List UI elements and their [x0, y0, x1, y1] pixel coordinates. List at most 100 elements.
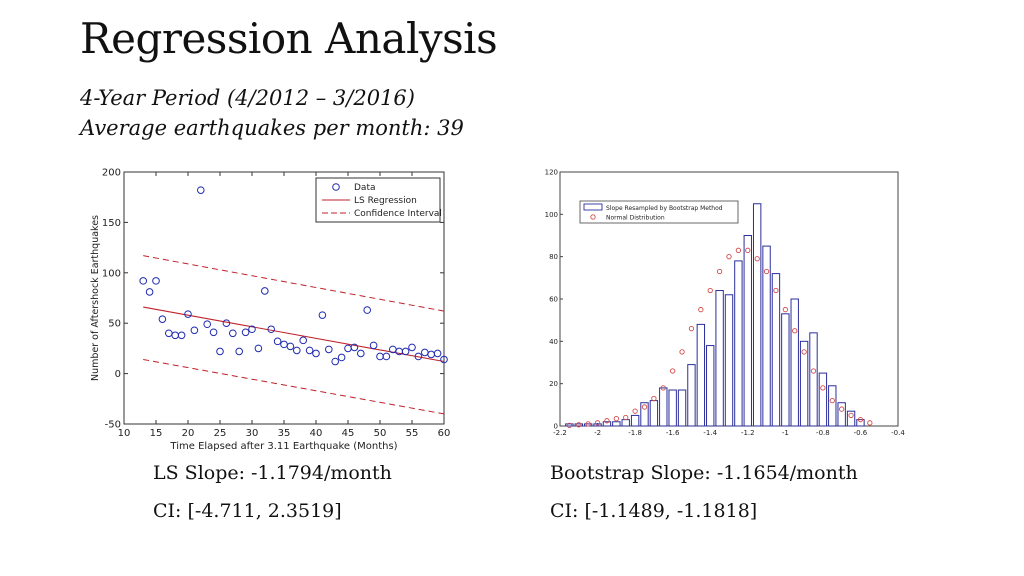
- normal-point: [707, 287, 713, 294]
- data-point: [414, 352, 423, 361]
- histogram-bar: [574, 423, 583, 427]
- data-point: [241, 328, 250, 337]
- x-tick-label: -1.8: [628, 429, 642, 437]
- x-tick-label: 25: [214, 428, 227, 439]
- y-tick-label: -50: [105, 420, 121, 431]
- data-point: [267, 325, 275, 334]
- normal-point: [867, 420, 873, 426]
- y-tick-label: 50: [108, 319, 121, 330]
- normal-point: [735, 247, 742, 253]
- data-point: [248, 325, 256, 334]
- normal-point: [773, 287, 779, 294]
- data-point: [312, 349, 320, 358]
- histogram-bar: [762, 245, 771, 427]
- ci-upper-line: [143, 255, 445, 312]
- x-tick-label: 15: [150, 428, 163, 439]
- page-title: Regression Analysis: [80, 14, 498, 63]
- histogram-bar: [649, 400, 659, 427]
- normal-point: [623, 414, 629, 421]
- normal-point: [726, 254, 732, 260]
- data-point: [382, 352, 391, 361]
- bootstrap-histogram-chart: -2.2 -2 -1.8 -1.6 -1.4 -1.2 -1 -0.8 -0.6 -0.4 0 20 4…: [545, 169, 906, 438]
- histogram-bar: [734, 260, 743, 427]
- normal-point: [679, 349, 685, 355]
- histogram-bar: [724, 294, 734, 427]
- normal-point: [613, 415, 619, 422]
- data-point: [363, 306, 372, 314]
- x-tick-label: 55: [406, 428, 419, 439]
- y-tick-label: 20: [549, 380, 558, 388]
- normal-point: [857, 416, 864, 423]
- histogram-bar: [856, 419, 865, 427]
- normal-point: [716, 268, 723, 275]
- data-point: [203, 320, 211, 329]
- histogram-bar: [612, 421, 621, 427]
- histogram-bar: [799, 340, 809, 427]
- data-point: [209, 328, 218, 337]
- y-tick-label: 100: [102, 268, 121, 279]
- y-tick-label: 60: [549, 296, 558, 304]
- data-point: [254, 344, 263, 353]
- legend-data-marker: [332, 183, 340, 191]
- data-point: [440, 355, 448, 364]
- data-point: [318, 311, 327, 319]
- legend-label: LS Regression: [354, 196, 417, 206]
- x-tick-label: -0.4: [891, 429, 905, 437]
- x-tick-label: -0.6: [854, 429, 868, 437]
- histogram-bar: [837, 402, 846, 427]
- bootstrap-slope-caption: Bootstrap Slope: -1.1654/month: [550, 462, 858, 484]
- normal-point: [754, 256, 760, 262]
- y-tick-label: 100: [545, 211, 558, 219]
- histogram-bar: [752, 203, 762, 427]
- data-point: [158, 315, 167, 323]
- histogram-bar: [621, 419, 630, 427]
- normal-point: [763, 268, 770, 275]
- ls-ci-caption: CI: [-4.711, 2.3519]: [153, 500, 342, 522]
- normal-point: [698, 306, 704, 313]
- data-point: [235, 347, 243, 356]
- data-point: [152, 277, 160, 285]
- data-point: [145, 288, 154, 296]
- x-tick-label: 20: [182, 428, 195, 439]
- x-tick-label: 10: [118, 428, 131, 439]
- data-point: [401, 347, 410, 356]
- histogram-bar: [846, 410, 856, 427]
- histogram-bar: [706, 345, 715, 427]
- y-axis-label: Number of Aftershock Earthquakes: [90, 215, 101, 381]
- x-tick-label: 35: [278, 428, 291, 439]
- normal-point: [651, 395, 657, 402]
- normal-point: [745, 247, 751, 253]
- histogram-bar: [715, 290, 724, 427]
- legend-label: Data: [354, 183, 376, 193]
- data-point: [337, 353, 346, 362]
- data-point: [286, 342, 295, 351]
- data-point: [369, 341, 378, 350]
- y-tick-label: 150: [102, 218, 121, 229]
- y-tick-label: 0: [115, 369, 121, 380]
- normal-point: [839, 406, 845, 412]
- normal-point: [801, 349, 807, 355]
- normal-point: [594, 420, 601, 426]
- x-axis-label: Time Elapsed after 3.11 Earthquake (Mont…: [169, 441, 397, 452]
- data-point: [331, 357, 339, 366]
- data-point: [184, 310, 192, 318]
- normal-point: [829, 397, 835, 404]
- bootstrap-ci-caption: CI: [-1.1489, -1.1818]: [550, 500, 758, 522]
- histogram-bar: [659, 387, 668, 427]
- legend-bar-swatch: [583, 203, 603, 211]
- x-tick-label: -2.2: [553, 429, 567, 437]
- histogram-bar: [790, 298, 799, 427]
- data-point: [139, 277, 148, 285]
- x-tick-label: -1.4: [703, 429, 717, 437]
- legend-label: Slope Resampled by Bootstrap Method: [606, 205, 723, 212]
- ci-lower-line: [143, 358, 445, 415]
- period-subtitle: 4-Year Period (4/2012 – 3/2016): [80, 86, 415, 110]
- data-point: [177, 331, 186, 340]
- histogram-bar: [677, 389, 687, 427]
- histogram-bar: [696, 323, 706, 427]
- x-tick-label: 40: [310, 428, 323, 439]
- data-point: [325, 345, 333, 354]
- data-point: [261, 287, 269, 295]
- normal-point: [566, 422, 573, 429]
- normal-point: [660, 385, 666, 391]
